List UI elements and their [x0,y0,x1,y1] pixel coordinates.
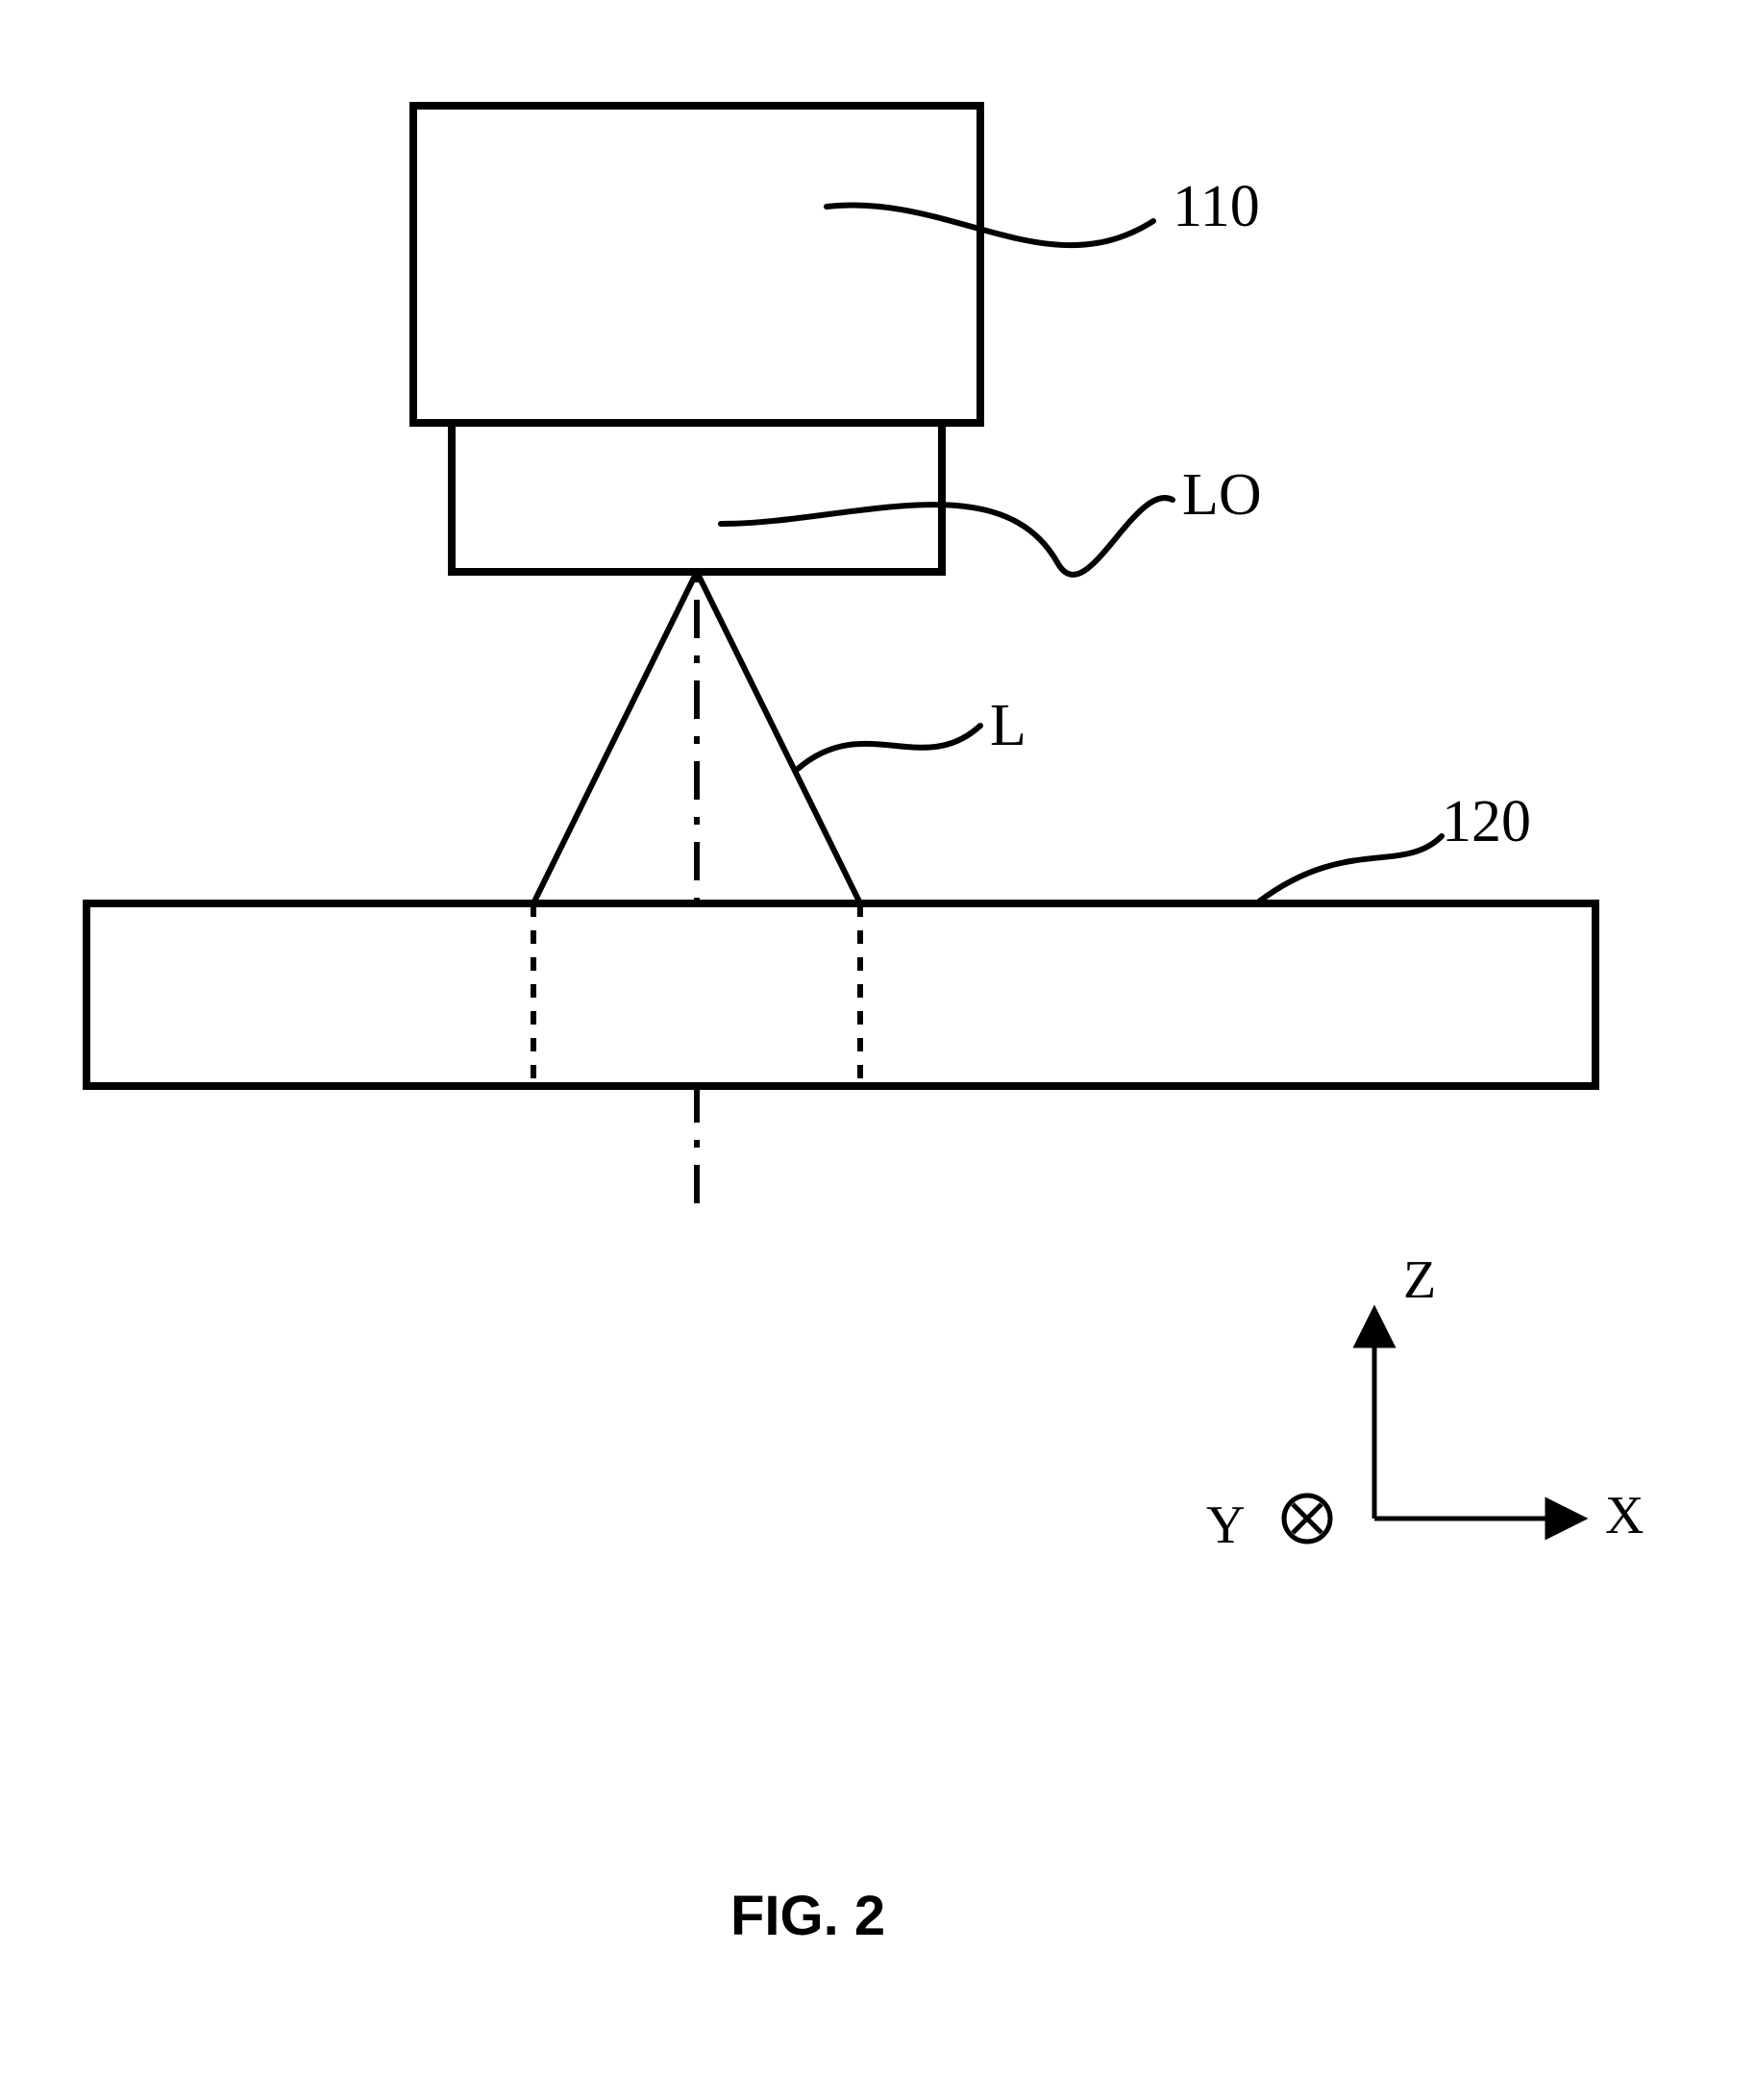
figure-svg [0,0,1755,2100]
ref-120-label: 120 [1442,788,1531,856]
figure-caption: FIG. 2 [730,1884,885,1948]
ref-l-label: L [990,692,1026,760]
figure-page: 110 LO L 120 Z X Y FIG. 2 [0,0,1755,2100]
axis-x-label: X [1605,1485,1644,1546]
ref-lo-label: LO [1182,461,1262,530]
axis-z-label: Z [1403,1249,1436,1311]
axis-y-label: Y [1206,1495,1245,1556]
ref-110-label: 110 [1173,173,1260,241]
